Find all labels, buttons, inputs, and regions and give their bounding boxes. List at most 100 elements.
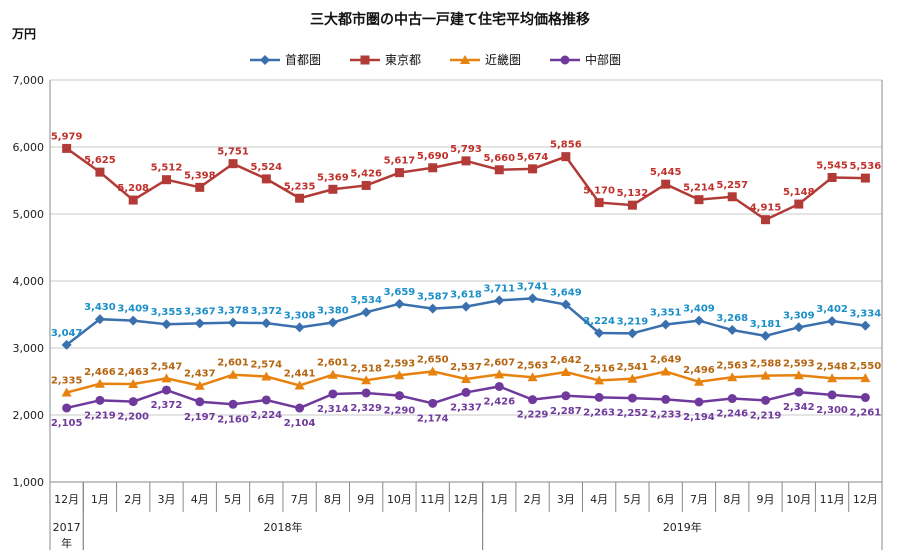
data-label: 2,441 <box>284 368 316 379</box>
x-tick-label: 6月 <box>257 493 275 506</box>
data-label: 2,314 <box>317 404 349 415</box>
x-tick-label: 8月 <box>324 493 342 506</box>
data-label: 2,426 <box>483 396 515 407</box>
x-tick-label: 10月 <box>387 493 412 506</box>
data-label: 2,329 <box>350 403 382 414</box>
data-label: 5,132 <box>617 188 649 199</box>
diamond-marker <box>693 315 704 326</box>
data-label: 5,208 <box>117 183 149 194</box>
year-label: 2018年 <box>263 520 302 534</box>
triangle-marker <box>827 373 838 383</box>
diamond-marker <box>827 316 838 327</box>
circle-marker <box>62 403 72 413</box>
data-label: 5,856 <box>550 140 582 151</box>
circle-marker <box>428 398 438 408</box>
x-tick-label: 3月 <box>557 493 575 506</box>
data-label: 2,229 <box>517 410 549 421</box>
legend-item: 東京都 <box>350 53 421 67</box>
triangle-marker <box>161 373 172 383</box>
square-marker <box>494 165 504 175</box>
diamond-marker <box>660 319 671 330</box>
x-tick-label: 12月 <box>454 493 479 506</box>
x-tick-label: 12月 <box>54 493 79 506</box>
triangle-marker <box>461 374 471 384</box>
y-tick-label: 3,000 <box>13 342 45 355</box>
triangle-marker <box>494 369 505 379</box>
square-marker <box>360 55 370 65</box>
square-marker <box>394 168 404 178</box>
circle-marker <box>195 397 205 407</box>
x-tick-label: 4月 <box>191 493 209 506</box>
data-label: 2,463 <box>117 367 149 378</box>
chart-title: 三大都市圏の中古一戸建て住宅平均価格推移 <box>310 11 590 28</box>
data-label: 3,587 <box>417 292 449 303</box>
triangle-marker <box>61 387 72 397</box>
circle-marker <box>627 393 637 403</box>
data-label: 3,181 <box>750 319 782 330</box>
data-label: 2,337 <box>450 402 482 413</box>
triangle-marker <box>228 369 239 379</box>
data-label: 5,445 <box>650 167 682 178</box>
diamond-marker <box>494 295 505 306</box>
square-marker <box>295 193 305 203</box>
data-label: 2,601 <box>217 358 249 369</box>
legend-item: 中部圏 <box>550 52 621 67</box>
y-tick-label: 5,000 <box>13 208 45 221</box>
triangle-marker <box>427 366 438 376</box>
diamond-marker <box>194 318 205 329</box>
data-label: 3,409 <box>117 304 149 315</box>
data-label: 2,200 <box>117 412 149 423</box>
data-label: 5,674 <box>517 152 549 163</box>
triangle-marker <box>860 373 871 383</box>
square-marker <box>161 175 171 185</box>
data-label: 2,219 <box>84 410 116 421</box>
square-marker <box>128 195 138 205</box>
triangle-marker <box>594 375 605 385</box>
circle-marker <box>128 397 138 407</box>
circle-marker <box>594 392 604 402</box>
circle-marker <box>794 387 804 397</box>
data-label: 5,257 <box>716 180 748 191</box>
diamond-marker <box>394 298 405 309</box>
diamond-marker <box>760 330 771 341</box>
legend-label: 東京都 <box>385 53 421 67</box>
data-label: 5,793 <box>450 144 482 155</box>
x-tick-label: 7月 <box>291 493 309 506</box>
circle-marker <box>560 55 570 65</box>
square-marker <box>561 152 571 162</box>
square-marker <box>261 174 271 184</box>
data-label: 5,235 <box>284 181 316 192</box>
data-label: 3,409 <box>683 304 715 315</box>
triangle-marker <box>727 372 738 382</box>
square-marker <box>661 179 671 189</box>
data-label: 3,659 <box>384 287 416 298</box>
series-1 <box>61 293 871 350</box>
circle-marker <box>394 391 404 401</box>
triangle-marker <box>693 376 704 386</box>
x-tick-label: 5月 <box>623 493 641 506</box>
square-marker <box>827 172 837 182</box>
circle-marker <box>761 395 771 405</box>
triangle-marker <box>660 366 671 376</box>
data-label: 5,690 <box>417 151 449 162</box>
data-label: 2,601 <box>317 358 349 369</box>
data-label: 2,541 <box>617 362 649 373</box>
square-marker <box>328 184 338 194</box>
data-label: 5,660 <box>483 153 515 164</box>
data-label: 2,593 <box>384 358 416 369</box>
circle-marker <box>361 388 371 398</box>
x-tick-label: 7月 <box>690 493 708 506</box>
data-label: 5,545 <box>816 160 848 171</box>
square-marker <box>95 167 105 177</box>
circle-marker <box>494 381 504 391</box>
data-label: 2,607 <box>483 357 515 368</box>
triangle-marker <box>361 375 372 385</box>
triangle-marker <box>527 372 538 382</box>
x-tick-label: 2月 <box>124 493 142 506</box>
x-tick-label: 4月 <box>590 493 608 506</box>
diamond-marker <box>61 339 72 350</box>
data-label: 2,261 <box>850 408 882 419</box>
data-label: 2,563 <box>517 360 549 371</box>
